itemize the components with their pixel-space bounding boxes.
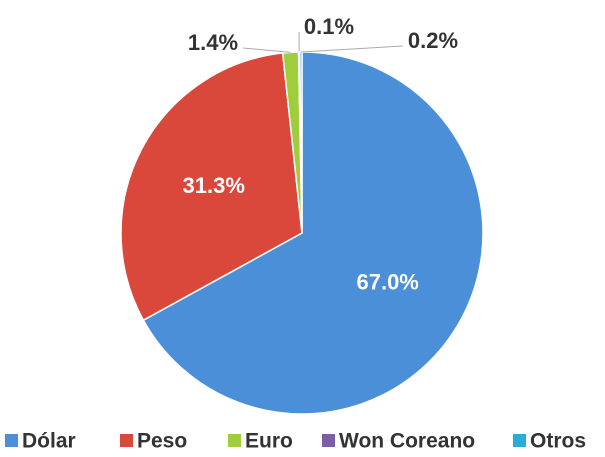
legend-swatch [5, 434, 18, 447]
legend-label: Otros [530, 430, 586, 453]
slice-label: 1.4% [188, 30, 238, 55]
leader-line [300, 45, 404, 53]
legend-swatch [322, 434, 335, 447]
pie-slice [142, 51, 484, 415]
slice-label: 0.1% [304, 14, 354, 39]
slice-label: 0.2% [408, 28, 458, 53]
legend-swatch [228, 434, 241, 447]
legend-swatch [120, 434, 133, 447]
legend-swatch [513, 434, 526, 447]
slice-label: 31.3% [183, 173, 245, 198]
leader-line [242, 47, 291, 53]
legend-label: Won Coreano [339, 430, 475, 453]
legend-label: Dólar [22, 430, 76, 453]
pie-slice [120, 52, 303, 322]
legend-label: Euro [245, 430, 293, 453]
legend-label: Peso [137, 430, 187, 453]
slice-label: 67.0% [356, 269, 418, 294]
